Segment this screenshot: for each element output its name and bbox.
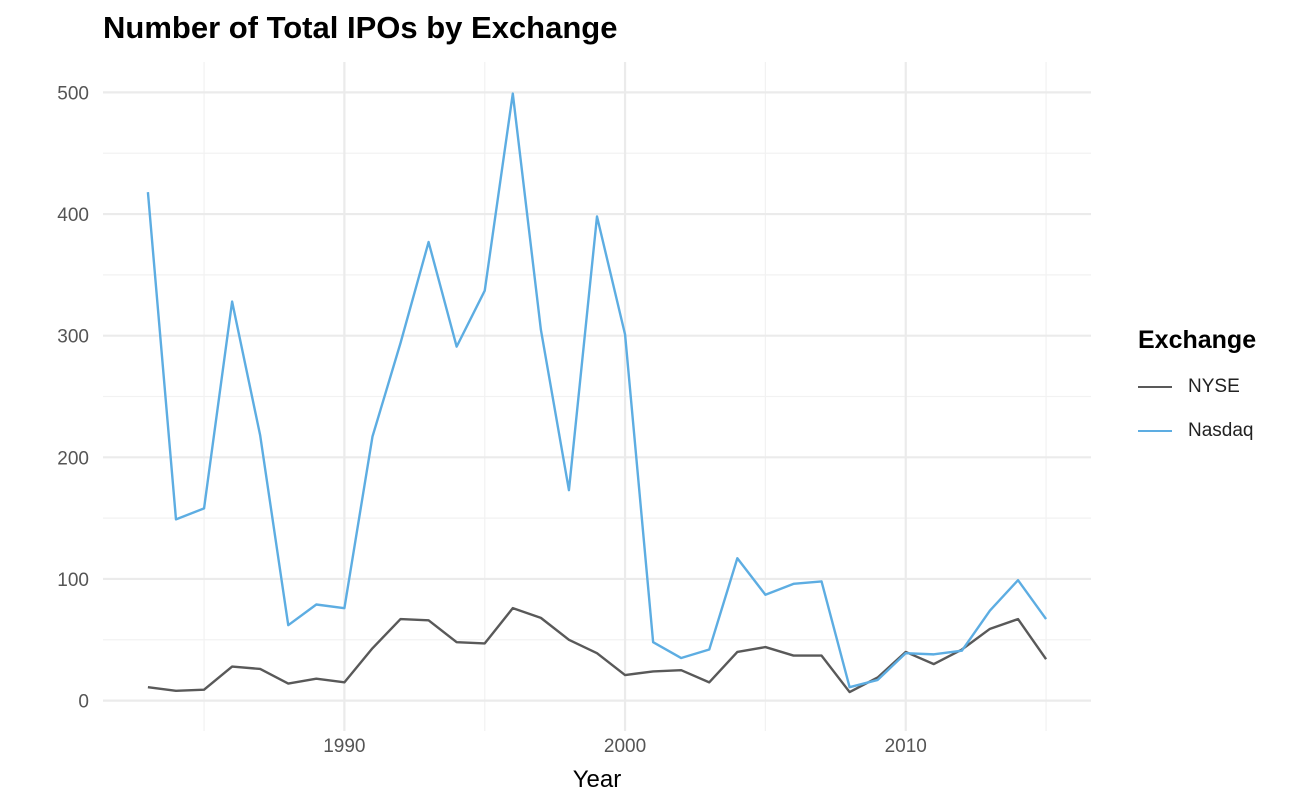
legend-key-nasdaq	[1138, 430, 1172, 432]
y-tick-label: 0	[78, 692, 89, 713]
legend: Exchange NYSE Nasdaq	[1138, 326, 1256, 453]
legend-item-nasdaq: Nasdaq	[1138, 409, 1256, 453]
series-line-nasdaq	[146, 92, 1048, 689]
legend-key-nyse	[1138, 386, 1172, 388]
legend-label-nasdaq: Nasdaq	[1188, 420, 1254, 441]
y-tick-label: 200	[57, 448, 89, 469]
legend-label-nyse: NYSE	[1188, 376, 1240, 397]
x-tick-label: 2010	[885, 736, 927, 757]
y-tick-label: 300	[57, 327, 89, 348]
chart-title: Number of Total IPOs by Exchange	[103, 10, 618, 45]
y-tick-label: 100	[57, 570, 89, 591]
x-tick-label: 2000	[604, 736, 646, 757]
x-axis-label: Year	[573, 766, 622, 793]
y-tick-label: 500	[57, 83, 89, 104]
legend-item-nyse: NYSE	[1138, 365, 1256, 409]
series-line-nyse	[147, 606, 1048, 694]
x-tick-label: 1990	[323, 736, 365, 757]
y-tick-label: 400	[57, 205, 89, 226]
legend-title: Exchange	[1138, 326, 1257, 354]
